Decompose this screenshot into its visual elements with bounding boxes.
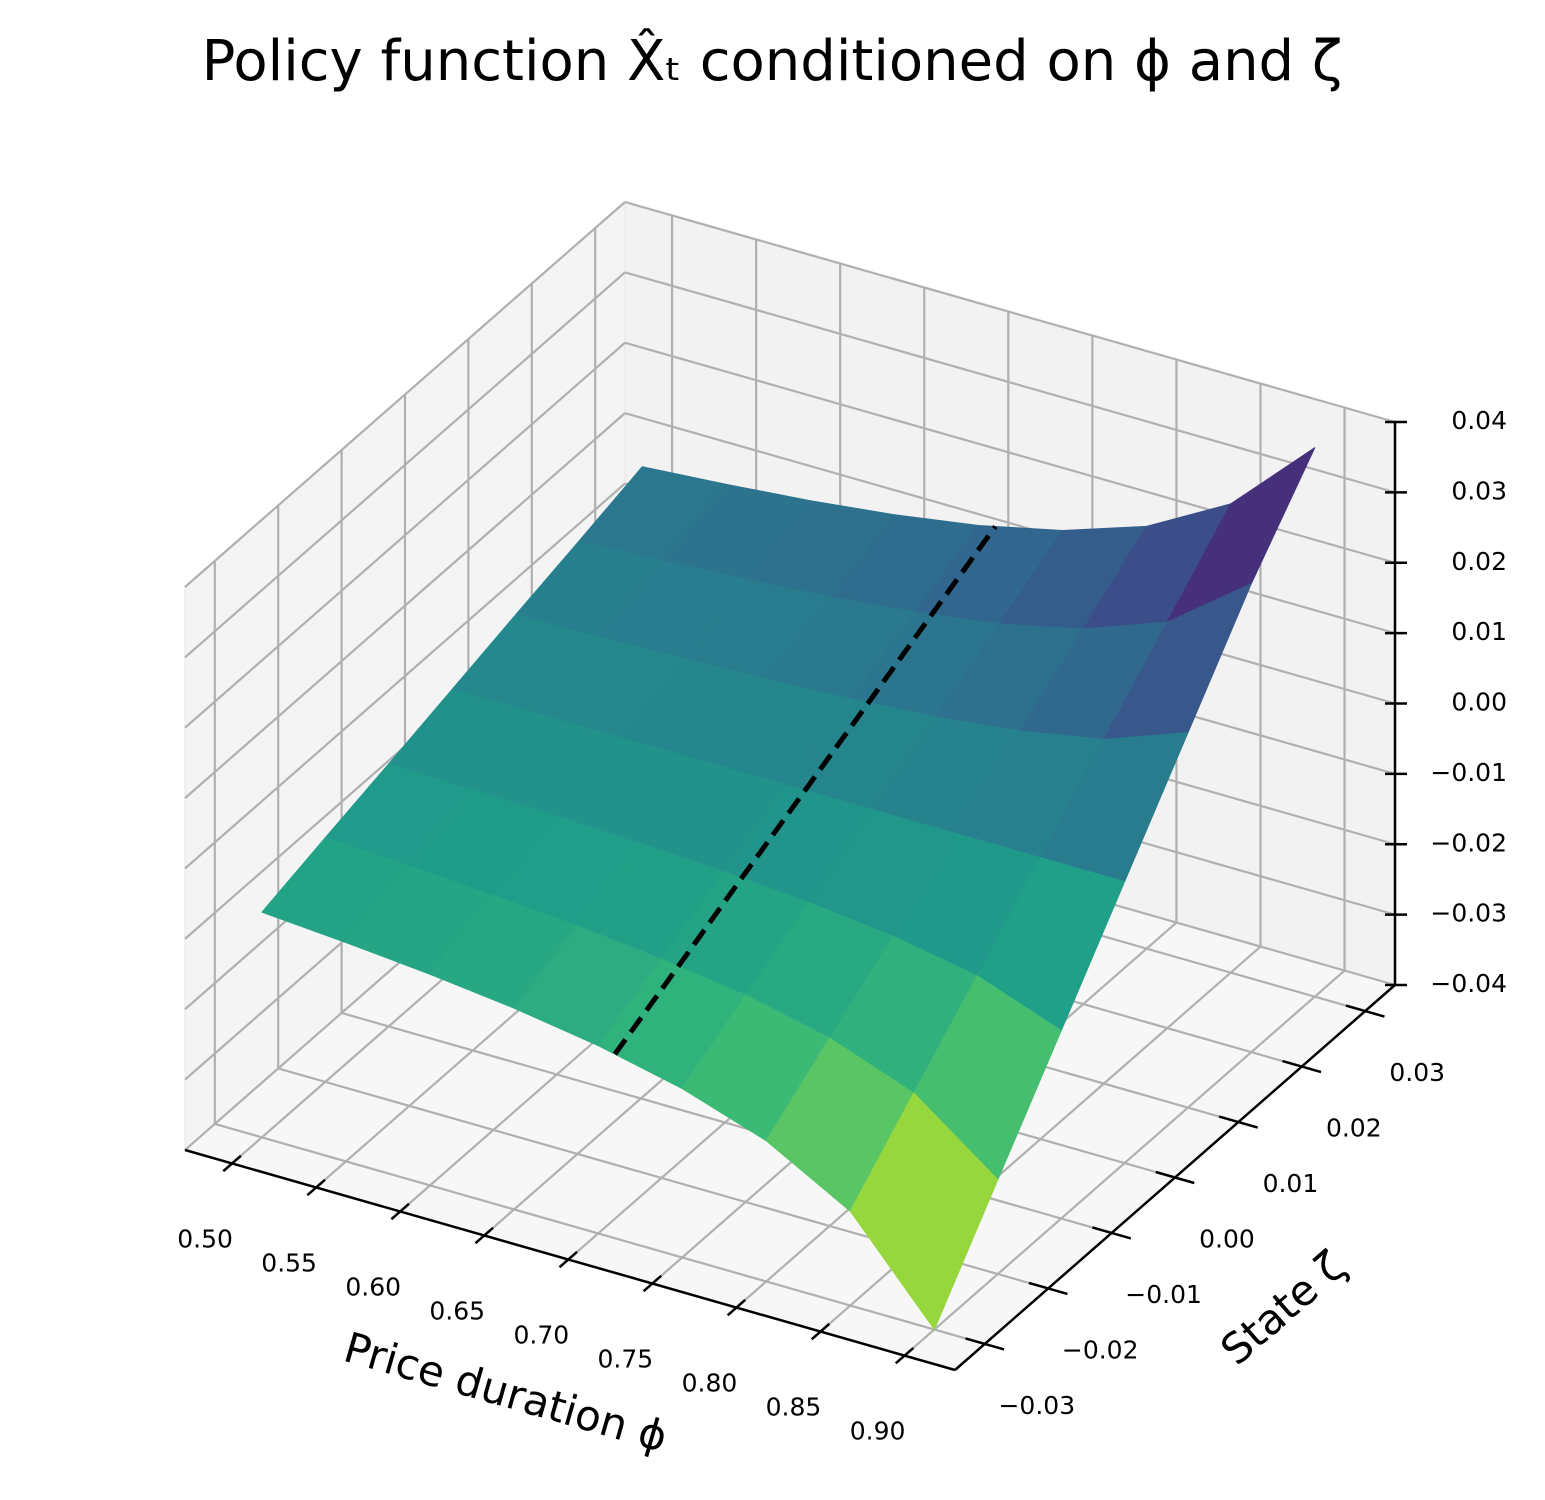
- y-tick: [1218, 1115, 1258, 1129]
- y-tick-label: 0.00: [1199, 1225, 1255, 1254]
- x-tick-label: 0.90: [850, 1417, 906, 1446]
- grid-line: [184, 271, 626, 659]
- chart-title: Policy function X̂ₜ conditioned on ϕ and…: [202, 29, 1343, 94]
- x-tick-label: 0.55: [261, 1248, 317, 1277]
- z-tick-label: 0.00: [1451, 688, 1507, 717]
- y-tick-label: 0.02: [1326, 1114, 1382, 1143]
- surface-patch: [849, 1092, 999, 1330]
- axis-line: [184, 1148, 956, 1372]
- grid-line: [624, 412, 1396, 635]
- y-tick: [1092, 1226, 1132, 1240]
- x-tick-label: 0.75: [598, 1345, 654, 1374]
- grid-line: [184, 412, 626, 799]
- x-tick: [642, 1274, 663, 1293]
- y-tick: [1282, 1059, 1322, 1074]
- x-tick: [726, 1298, 747, 1317]
- z-tick-label: −0.01: [1430, 758, 1507, 787]
- x-tick-label: 0.85: [766, 1393, 822, 1422]
- y-tick: [1155, 1170, 1195, 1185]
- y-tick-label: −0.02: [1062, 1335, 1139, 1364]
- reference-line: [612, 525, 998, 1056]
- grid-line: [624, 200, 1396, 424]
- z-tick-label: 0.04: [1451, 406, 1507, 435]
- x-tick-label: 0.70: [513, 1321, 569, 1350]
- x-tick-label: 0.60: [345, 1272, 401, 1301]
- z-tick-label: 0.01: [1451, 617, 1507, 646]
- x-tick: [390, 1202, 410, 1221]
- x-axis-label: Price duration ϕ: [339, 1323, 673, 1462]
- y-tick-label: 0.01: [1263, 1169, 1319, 1198]
- grid-line: [184, 482, 626, 870]
- x-tick: [810, 1322, 831, 1341]
- x-tick-label: 0.50: [177, 1224, 233, 1253]
- y-tick: [1345, 1004, 1385, 1018]
- y-tick-label: −0.01: [1125, 1280, 1202, 1309]
- z-tick-label: −0.03: [1430, 899, 1507, 928]
- x-tick: [558, 1250, 578, 1269]
- z-tick-label: −0.04: [1430, 969, 1507, 998]
- y-tick: [965, 1337, 1005, 1351]
- y-tick-label: 0.03: [1389, 1058, 1445, 1087]
- grid-line: [624, 271, 1396, 494]
- x-tick: [894, 1346, 915, 1365]
- grid-line: [184, 201, 626, 588]
- y-tick: [1028, 1281, 1068, 1296]
- z-tick-label: −0.02: [1430, 828, 1507, 857]
- x-tick: [222, 1154, 242, 1173]
- z-tick-label: 0.02: [1451, 547, 1507, 576]
- y-tick-label: −0.03: [998, 1391, 1075, 1420]
- z-tick-label: 0.03: [1451, 476, 1507, 505]
- x-tick: [474, 1226, 494, 1245]
- x-tick-label: 0.80: [682, 1369, 738, 1398]
- grid-line: [184, 341, 626, 729]
- x-tick: [306, 1178, 326, 1197]
- y-axis-label: State ζ: [1211, 1241, 1354, 1375]
- x-tick-label: 0.65: [429, 1297, 485, 1326]
- grid-line: [214, 1122, 986, 1345]
